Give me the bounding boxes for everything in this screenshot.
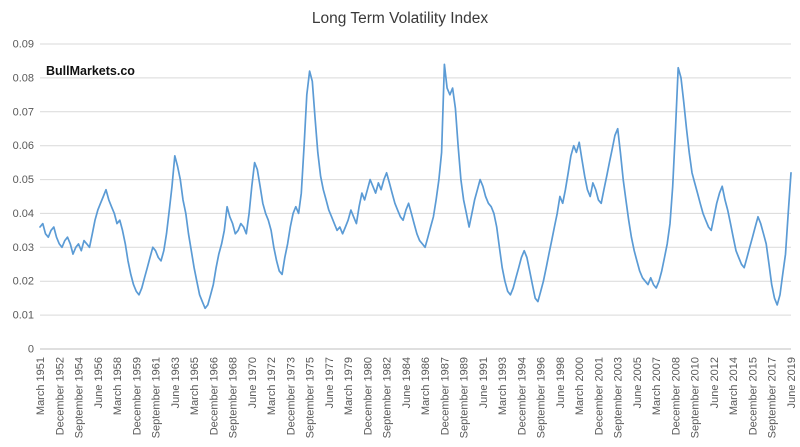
- y-tick-label: 0: [28, 344, 34, 356]
- x-tick-label: December 1959: [131, 357, 143, 435]
- x-tick-label: December 1973: [285, 357, 297, 435]
- x-tick-label: September 1989: [459, 357, 471, 438]
- x-tick-label: June 2019: [786, 357, 798, 408]
- x-tick-label: December 1966: [208, 357, 220, 435]
- chart-title: Long Term Volatility Index: [312, 10, 489, 27]
- x-tick-label: December 1987: [439, 357, 451, 435]
- x-tick-label: September 1982: [382, 357, 394, 438]
- x-tick-label: March 2007: [651, 357, 663, 415]
- y-axis-labels: 0 0.01 0.02 0.03 0.04 0.05 0.06 0.07 0.08 0.09: [13, 39, 34, 356]
- x-tick-label: June 1977: [324, 357, 336, 408]
- y-tick-label: 0.08: [13, 72, 34, 84]
- x-tick-label: March 2000: [574, 357, 586, 415]
- x-tick-label: June 1970: [247, 357, 259, 408]
- x-tick-label: June 1998: [555, 357, 567, 408]
- x-tick-label: March 1993: [497, 357, 509, 415]
- x-tick-label: March 1951: [35, 357, 47, 415]
- volatility-series-line: [39, 63, 792, 310]
- x-tick-label: December 1952: [54, 357, 66, 435]
- x-tick-label: September 1975: [305, 357, 317, 438]
- x-tick-label: September 1954: [74, 357, 86, 438]
- y-tick-label: 0.02: [13, 276, 34, 288]
- x-tick-label: June 1991: [478, 357, 490, 408]
- x-tick-label: March 1972: [266, 357, 278, 415]
- x-tick-label: September 2010: [690, 357, 702, 438]
- x-tick-label: June 1956: [93, 357, 105, 408]
- x-tick-label: December 1980: [362, 357, 374, 435]
- y-tick-label: 0.03: [13, 242, 34, 254]
- x-tick-label: March 1986: [420, 357, 432, 415]
- x-tick-label: March 1979: [343, 357, 355, 415]
- y-tick-label: 0.04: [13, 208, 34, 220]
- y-tick-label: 0.09: [13, 39, 34, 51]
- x-tick-label: December 2015: [748, 357, 760, 435]
- gridlines: [40, 43, 791, 350]
- x-tick-label: September 2017: [767, 357, 779, 438]
- watermark: BullMarkets.co: [46, 64, 135, 78]
- x-tick-label: September 1996: [536, 357, 548, 438]
- y-tick-label: 0.07: [13, 106, 34, 118]
- x-tick-label: December 1994: [516, 357, 528, 435]
- x-tick-label: June 2005: [632, 357, 644, 408]
- x-tick-label: March 1958: [112, 357, 124, 415]
- y-tick-label: 0.06: [13, 140, 34, 152]
- x-tick-label: June 1984: [401, 357, 413, 408]
- x-tick-label: September 2003: [613, 357, 625, 438]
- x-axis-labels: March 1951 December 1952 September 1954 Jun…: [35, 357, 798, 438]
- x-tick-label: December 2001: [593, 357, 605, 435]
- y-tick-label: 0.01: [13, 310, 34, 322]
- x-tick-label: September 1968: [228, 357, 240, 438]
- y-tick-label: 0.05: [13, 174, 34, 186]
- x-tick-label: December 2008: [671, 357, 683, 435]
- x-tick-label: June 2012: [709, 357, 721, 408]
- x-tick-label: March 2014: [728, 357, 740, 415]
- x-tick-label: March 1965: [189, 357, 201, 415]
- x-tick-label: September 1961: [151, 357, 163, 438]
- x-tick-label: June 1963: [170, 357, 182, 408]
